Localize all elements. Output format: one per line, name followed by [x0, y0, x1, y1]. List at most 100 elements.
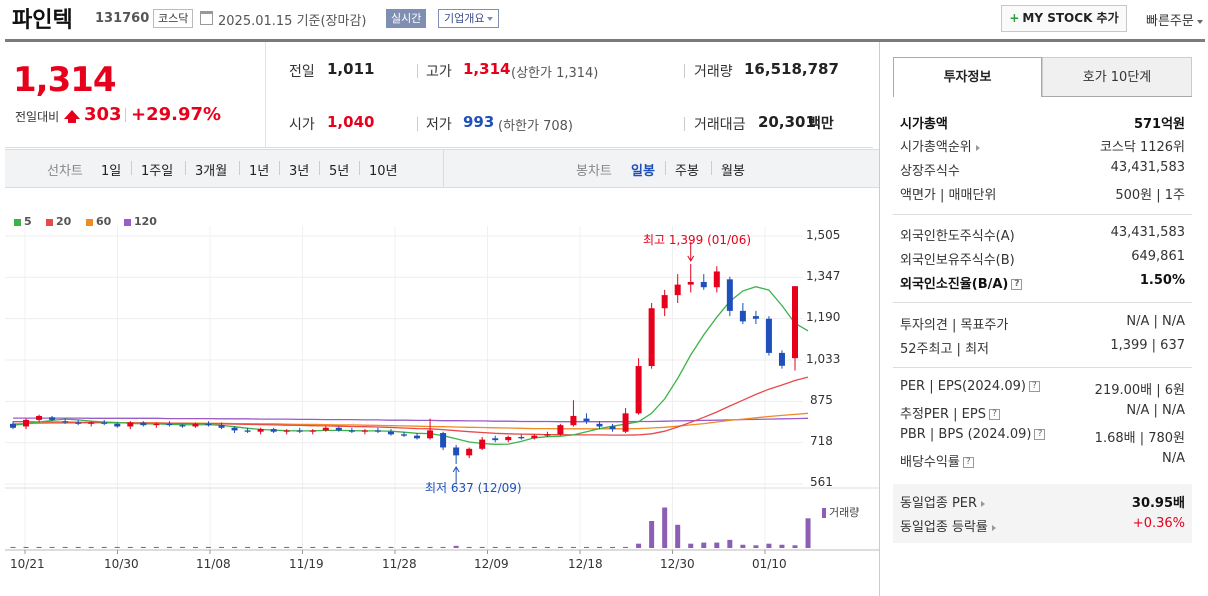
tab-3m[interactable]: 3개월 [195, 164, 228, 179]
w52-value: 1,399 | 637 [1110, 338, 1185, 353]
low-value: 993 [463, 113, 495, 131]
divider [131, 161, 132, 175]
volume-bar [544, 546, 550, 548]
x-tick-label: 12/09 [474, 557, 509, 571]
quick-order-button[interactable]: 빠른주문 [1146, 10, 1203, 29]
header-divider [5, 39, 1205, 42]
y-tick-label: 1,505 [806, 228, 841, 242]
tab-1y[interactable]: 1년 [249, 164, 270, 179]
chevron-right-icon [991, 524, 996, 531]
volume-bar [127, 546, 133, 548]
tab-1d[interactable]: 1일 [101, 164, 122, 179]
candle-body [726, 279, 733, 311]
help-icon[interactable]: ? [1011, 279, 1023, 290]
candle-body [453, 447, 460, 456]
candle-body [635, 366, 642, 414]
help-icon[interactable]: ? [988, 409, 1000, 420]
volume-bar [62, 546, 68, 548]
high-annotation: 최고 1,399 (01/06) [643, 233, 752, 247]
candle-body [531, 435, 538, 439]
trade-amount-value: 20,301 [758, 113, 816, 131]
volume-bar [336, 546, 342, 548]
candle-body [101, 422, 108, 424]
volume-bar [388, 546, 394, 548]
tab-weekly[interactable]: 주봉 [675, 164, 699, 179]
row-market-cap-rank[interactable]: 시가총액순위 코스닥 1126위 [900, 136, 1185, 158]
volume-bar [492, 546, 498, 548]
corp-overview-button[interactable]: 기업개요 [438, 9, 500, 28]
volume-bar [414, 546, 420, 548]
help-icon[interactable]: ? [1028, 381, 1040, 392]
row-est-per: 추정PER | EPS? N/A | N/A [900, 403, 1185, 425]
candle-body [401, 434, 407, 436]
tab-3y[interactable]: 3년 [289, 164, 310, 179]
help-icon[interactable]: ? [1034, 429, 1046, 440]
up-arrow-stem [68, 118, 76, 123]
x-tick-label: 10/30 [104, 557, 139, 571]
dividend-value: N/A [1162, 451, 1185, 466]
row-industry-change[interactable]: 동일업종 등락률 +0.36% [900, 516, 1185, 538]
chevron-down-icon [487, 17, 494, 21]
row-shares: 상장주식수 43,431,583 [900, 160, 1185, 182]
legend-label: 5 [24, 215, 32, 228]
divider [443, 150, 444, 187]
calendar-icon [200, 11, 213, 25]
tab-daily[interactable]: 일봉 [631, 164, 655, 179]
plus-icon: + [1009, 11, 1020, 25]
tab-10y[interactable]: 10년 [369, 164, 398, 179]
row-foreign-ratio: 외국인소진율(B/A)? 1.50% [900, 273, 1185, 295]
candle-body [88, 422, 95, 424]
legend-item-ma20: 20 [46, 215, 71, 228]
volume-bar [505, 546, 511, 548]
volume-bar [610, 546, 616, 548]
candle-body [62, 421, 69, 423]
line-chart-label: 선차트 [47, 164, 83, 179]
price-chart[interactable] [5, 190, 879, 596]
foreign-hold-value: 649,861 [1131, 249, 1185, 264]
divider [265, 42, 266, 148]
candle-body [479, 439, 486, 449]
candle-body [414, 435, 421, 439]
volume-bar [297, 546, 303, 548]
candle-body [335, 427, 342, 431]
y-tick-label: 875 [810, 393, 833, 407]
tab-invest-info[interactable]: 투자정보 [893, 57, 1042, 97]
tab-monthly[interactable]: 월봉 [721, 164, 745, 179]
x-tick-label: 12/30 [660, 557, 695, 571]
industry-per-label: 동일업종 PER [900, 496, 978, 511]
candle-body [505, 436, 512, 441]
legend-item-ma5: 5 [14, 215, 32, 228]
volume-bar [636, 543, 642, 548]
tab-orderbook-10[interactable]: 호가 10단계 [1042, 57, 1192, 97]
candle-chart-label: 봉차트 [576, 164, 612, 179]
row-per: PER | EPS(2024.09)? 219.00배 | 6원 [900, 379, 1185, 401]
low-annotation: 최저 637 (12/09) [425, 481, 522, 495]
volume-bar [518, 546, 524, 548]
add-mystock-button[interactable]: + MY STOCK 추가 [1001, 5, 1127, 32]
x-tick-label: 11/28 [382, 557, 417, 571]
candle-body [700, 281, 707, 288]
tab-1w[interactable]: 1주일 [141, 164, 174, 179]
legend-swatch [124, 218, 131, 226]
divider [893, 214, 1192, 215]
row-foreign-hold: 외국인보유주식수(B) 649,861 [900, 249, 1185, 271]
market-cap-value: 571억원 [1133, 117, 1185, 132]
candle-body [192, 423, 199, 427]
candle-body [348, 430, 355, 432]
foreign-limit-label: 외국인한도주식수(A) [900, 229, 1015, 244]
help-icon[interactable]: ? [962, 457, 974, 468]
row-opinion: 투자의견 | 목표주가 N/A | N/A [900, 314, 1185, 336]
tab-5y[interactable]: 5년 [329, 164, 350, 179]
y-tick-label: 1,033 [806, 352, 841, 366]
foreign-limit-value: 43,431,583 [1110, 225, 1185, 240]
legend-swatch [86, 218, 93, 226]
candle-body [309, 430, 316, 432]
shares-label: 상장주식수 [900, 164, 960, 179]
volume-swatch [822, 508, 826, 518]
volume-bar [623, 546, 629, 548]
volume-bar [557, 546, 563, 548]
row-industry-per[interactable]: 동일업종 PER 30.95배 [900, 492, 1185, 514]
candle-body [296, 430, 303, 432]
volume-bar [766, 543, 772, 548]
realtime-button[interactable]: 실시간 [386, 9, 427, 28]
